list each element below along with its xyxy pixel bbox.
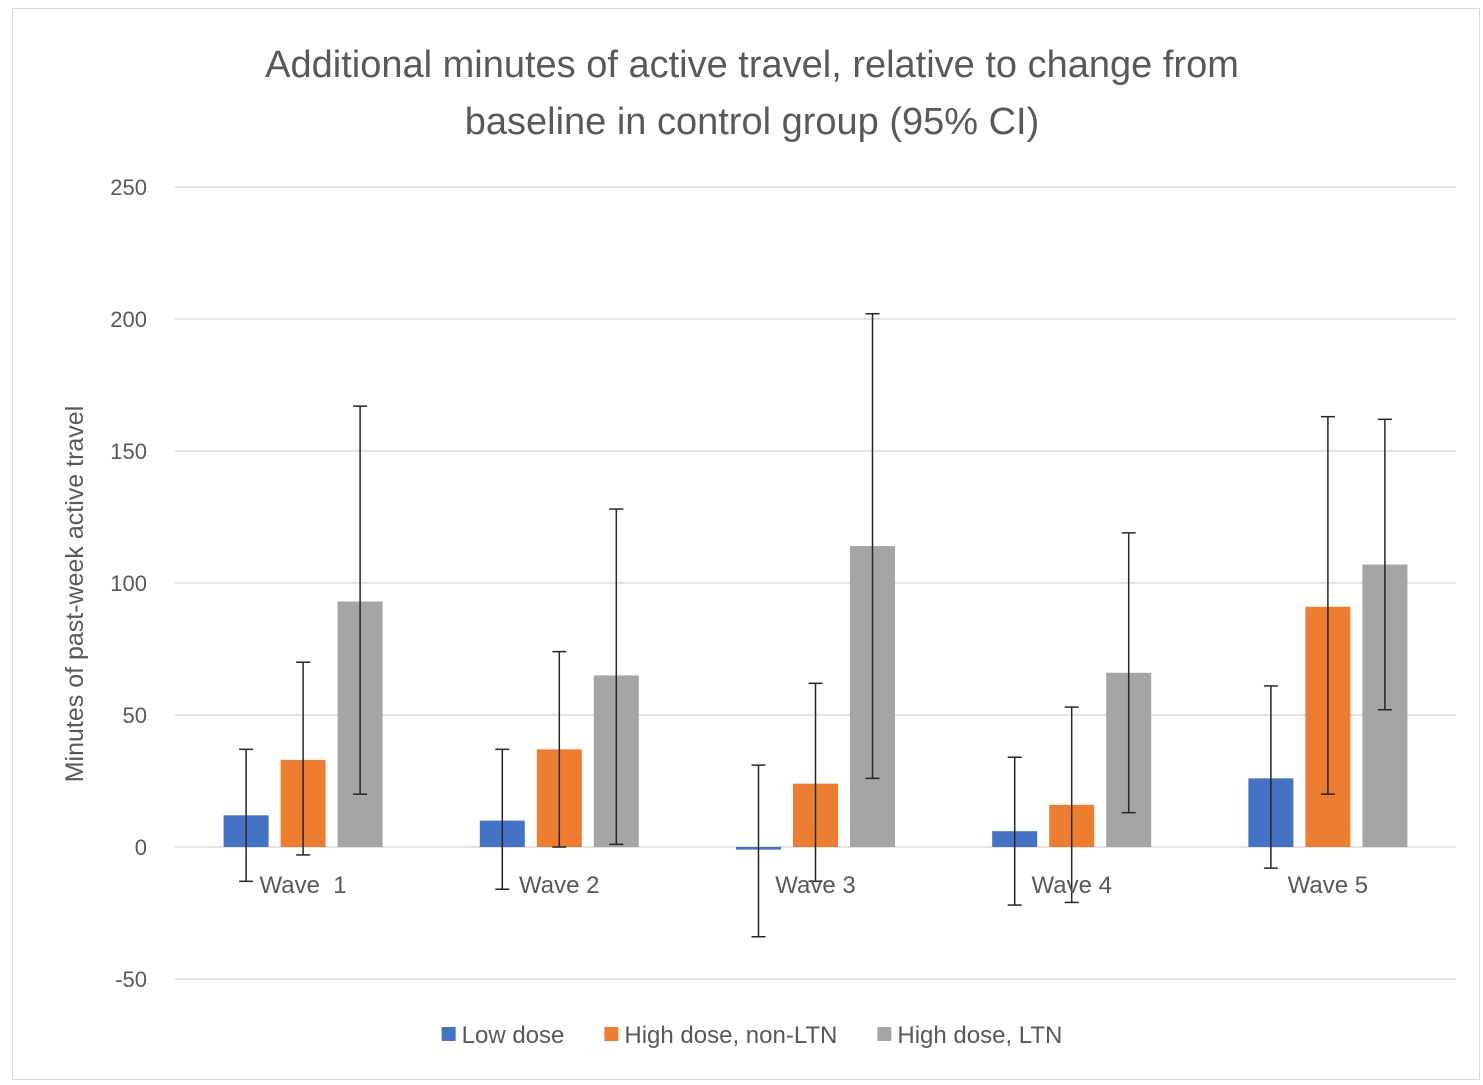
y-tick-label: 100 — [110, 571, 147, 596]
chart-frame: Additional minutes of active travel, rel… — [12, 8, 1480, 1080]
y-axis-title: Minutes of past-week active travel — [61, 406, 89, 783]
category-label: Wave 4 — [1031, 872, 1111, 899]
legend-label: High dose, LTN — [897, 1022, 1062, 1049]
legend-swatch — [877, 1027, 892, 1041]
chart-title-line2: baseline in control group (95% CI) — [465, 101, 1040, 143]
y-axis-ticks: -50 0 50 100 150 200 250 — [110, 175, 147, 992]
error-bars — [239, 312, 1392, 938]
legend: Low dose High dose, non-LTN High dose, LTN — [441, 1022, 1062, 1049]
category-label: Wave 3 — [775, 872, 855, 899]
legend-label: Low dose — [462, 1022, 565, 1049]
legend-label: High dose, non-LTN — [624, 1022, 837, 1049]
category-label: Wave 2 — [519, 872, 599, 899]
chart-canvas: Additional minutes of active travel, rel… — [61, 44, 1456, 1049]
y-tick-label: 200 — [110, 307, 147, 332]
category-label: Wave 5 — [1288, 872, 1368, 899]
category-labels: Wave 1 Wave 2 Wave 3 Wave 4 Wave 5 — [260, 872, 1369, 899]
y-tick-label: 50 — [123, 703, 147, 728]
category-label: Wave 1 — [260, 872, 347, 899]
chart-title-line1: Additional minutes of active travel, rel… — [265, 44, 1239, 86]
legend-swatch — [441, 1027, 456, 1041]
y-tick-label: 250 — [110, 175, 147, 200]
legend-item: High dose, LTN — [877, 1022, 1062, 1049]
legend-item: Low dose — [441, 1022, 565, 1049]
legend-item: High dose, non-LTN — [604, 1022, 837, 1049]
legend-swatch — [604, 1027, 619, 1041]
y-tick-label: 150 — [110, 439, 147, 464]
y-tick-label: 0 — [135, 835, 147, 860]
y-tick-label: -50 — [115, 967, 147, 992]
